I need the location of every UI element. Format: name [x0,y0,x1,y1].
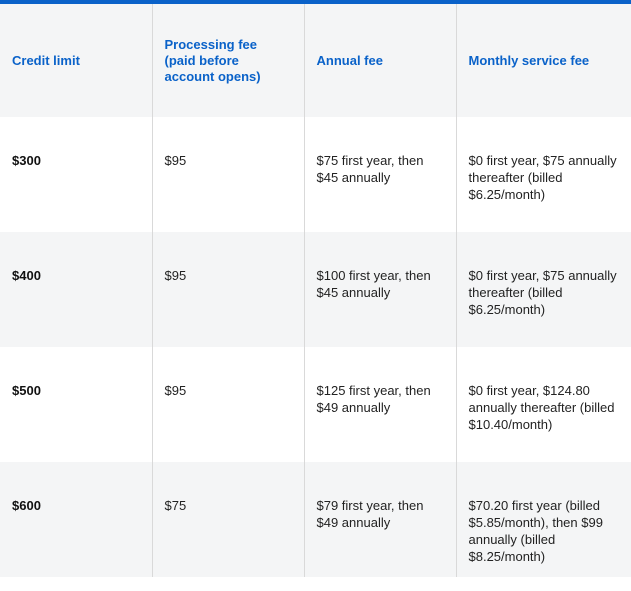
cell-credit-limit: $500 [12,383,41,398]
cell-processing-fee: $95 [151,117,304,232]
header-processing-fee: Processing fee (paid before account open… [151,4,304,117]
header-monthly-service-fee: Monthly service fee [455,4,631,117]
cell-monthly-service-fee: $70.20 first year (billed $5.85/month), … [455,462,631,577]
cell-annual-fee: $125 first year, then $49 annually [303,347,456,462]
table-row: $600 $75 $79 first year, then $49 annual… [0,462,631,577]
table-header-row: Credit limit Processing fee (paid before… [0,4,631,117]
cell-credit-limit: $400 [12,268,41,283]
fees-table: Credit limit Processing fee (paid before… [0,4,631,577]
header-credit-limit: Credit limit [12,52,80,68]
header-annual-fee: Annual fee [303,4,456,117]
table-row: $500 $95 $125 first year, then $49 annua… [0,347,631,462]
table-row: $300 $95 $75 first year, then $45 annual… [0,117,631,232]
cell-processing-fee: $95 [151,232,304,347]
cell-processing-fee: $75 [151,462,304,577]
cell-annual-fee: $100 first year, then $45 annually [303,232,456,347]
cell-monthly-service-fee: $0 first year, $124.80 annually thereaft… [455,347,631,462]
cell-credit-limit: $600 [12,498,41,513]
table-row: $400 $95 $100 first year, then $45 annua… [0,232,631,347]
cell-monthly-service-fee: $0 first year, $75 annually thereafter (… [455,232,631,347]
cell-annual-fee: $75 first year, then $45 annually [303,117,456,232]
top-accent-bar [0,0,631,4]
cell-credit-limit: $300 [12,153,41,168]
cell-annual-fee: $79 first year, then $49 annually [303,462,456,577]
cell-processing-fee: $95 [151,347,304,462]
cell-monthly-service-fee: $0 first year, $75 annually thereafter (… [455,117,631,232]
